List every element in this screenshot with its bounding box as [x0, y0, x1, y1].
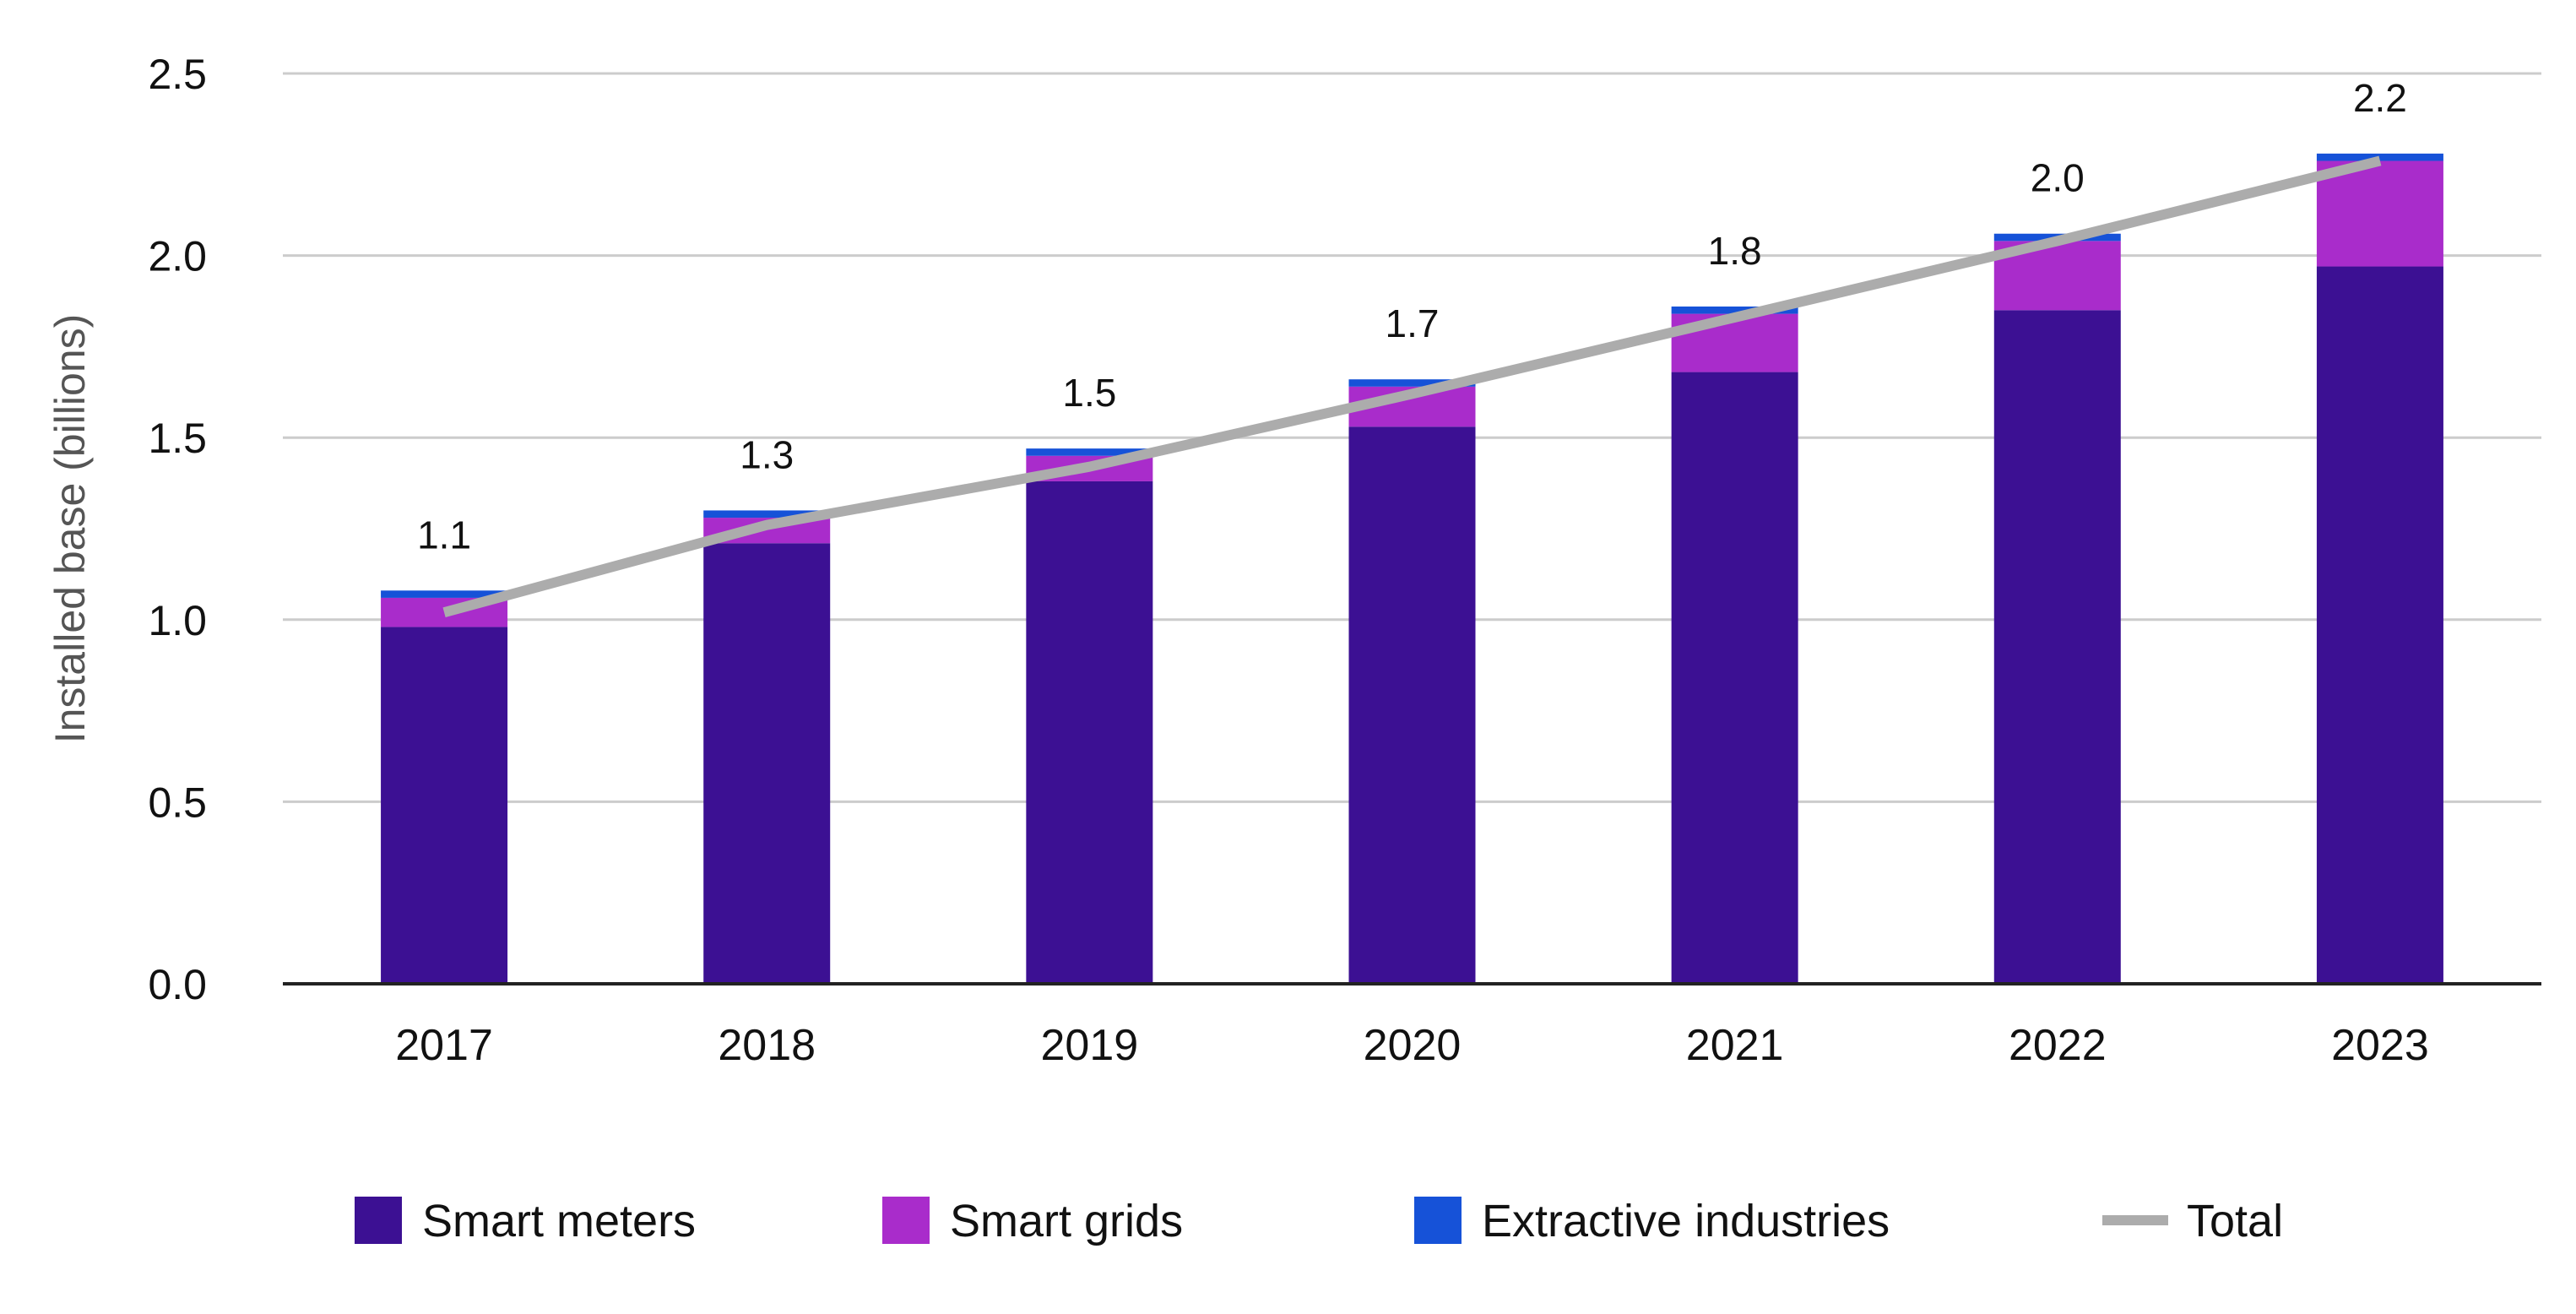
bar-smart-meters — [2316, 266, 2443, 984]
bar-smart-meters — [1993, 310, 2121, 984]
total-data-label: 1.7 — [1386, 301, 1440, 345]
bars — [381, 153, 2443, 985]
legend-label: Smart grids — [950, 1196, 1183, 1246]
bar-extractive-industries — [1671, 306, 1798, 314]
total-data-label: 1.8 — [1708, 229, 1762, 273]
y-tick-label: 0.0 — [148, 961, 207, 1008]
bar-extractive-industries — [2316, 153, 2443, 161]
y-tick-label: 1.5 — [148, 415, 207, 462]
bar-extractive-industries — [703, 510, 831, 519]
total-data-label: 2.2 — [2353, 76, 2407, 120]
legend-label: Extractive industries — [1482, 1196, 1890, 1246]
total-data-label: 2.0 — [2031, 156, 2085, 200]
y-tick-label: 0.5 — [148, 779, 207, 826]
bar-extractive-industries — [1348, 379, 1476, 387]
legend-swatch — [355, 1197, 402, 1244]
bar-smart-meters — [1026, 481, 1153, 984]
y-tick-label: 1.0 — [148, 597, 207, 644]
legend-swatch — [882, 1197, 930, 1244]
bar-extractive-industries — [381, 590, 508, 598]
x-tick-label: 2022 — [2009, 1021, 2107, 1070]
total-data-label: 1.5 — [1062, 371, 1116, 415]
bar-smart-grids — [2316, 160, 2443, 267]
y-tick-label: 2.5 — [148, 51, 207, 98]
legend: Smart meters Smart grids Extractive indust… — [355, 1196, 2283, 1246]
bar-smart-meters — [381, 627, 508, 984]
y-axis-label: Installed base (billions) — [46, 314, 94, 744]
bar-smart-meters — [703, 543, 831, 984]
total-line — [442, 155, 2382, 617]
x-tick-label: 2023 — [2331, 1021, 2429, 1070]
legend-swatch — [1414, 1197, 1462, 1244]
total-data-label: 1.1 — [417, 513, 471, 557]
x-tick-label: 2017 — [395, 1021, 493, 1070]
bar-smart-meters — [1671, 372, 1798, 985]
total-data-label: 1.3 — [740, 432, 794, 476]
x-tick-label: 2020 — [1364, 1021, 1462, 1070]
x-tick-label: 2019 — [1041, 1021, 1139, 1070]
total-line-layer — [442, 155, 2382, 617]
bar-extractive-industries — [1026, 448, 1153, 456]
legend-label: Smart meters — [422, 1196, 696, 1246]
axes: 0.0 0.5 1.0 1.5 2.0 2.5 Installed base (billio… — [46, 51, 2541, 1070]
legend-label: Total — [2187, 1196, 2283, 1246]
y-tick-label: 2.0 — [148, 233, 207, 280]
x-tick-label: 2021 — [1686, 1021, 1784, 1070]
data-labels: 1.1 1.3 1.5 1.7 1.8 2.0 2.2 — [417, 76, 2407, 557]
x-tick-label: 2018 — [718, 1021, 816, 1070]
bar-smart-meters — [1348, 426, 1476, 984]
